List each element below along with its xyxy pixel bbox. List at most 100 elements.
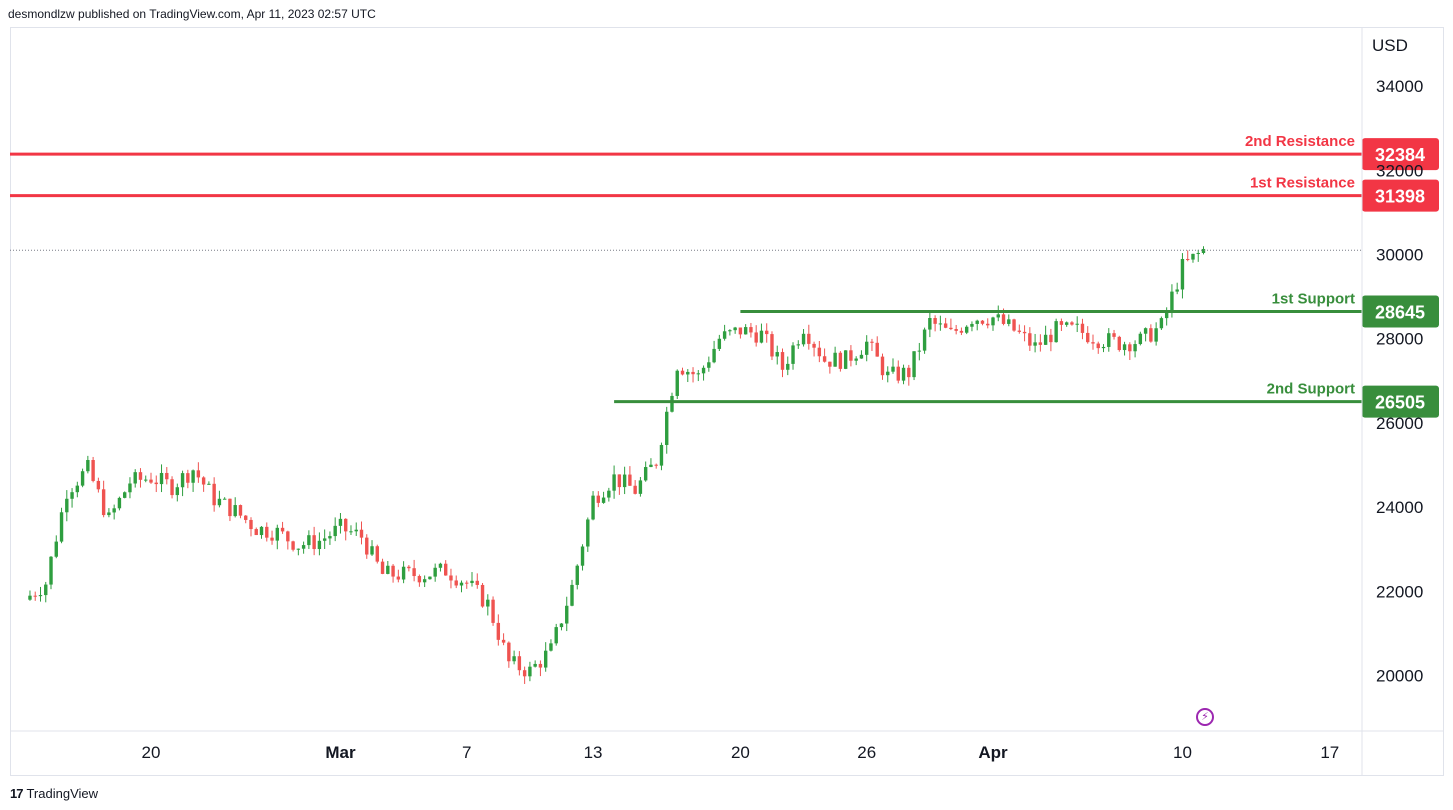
candle-body [1059,321,1064,325]
candle-body [1107,333,1111,347]
candle-body [328,536,332,539]
candle-body [433,567,437,577]
candle-body [207,483,211,485]
x-tick-label: 26 [857,743,876,762]
candle-body [107,512,111,516]
candle-body [28,595,32,600]
candle-body [680,370,685,375]
candle-body [1164,311,1169,319]
candle-body [865,341,869,355]
candle-body [417,576,422,583]
level-price-badge [1362,179,1439,212]
candle-body [275,527,279,541]
candle-body [959,330,964,333]
candle-body [596,495,601,503]
candle-body [754,332,758,343]
candle-body [796,344,800,346]
candle-body [559,623,564,628]
candle-body [607,490,611,498]
candle-body [449,575,453,581]
candle-body [233,505,237,517]
candle-body [696,373,700,375]
footer-brand: TradingView [26,786,99,801]
candle-body [1186,258,1190,260]
candle-body [528,666,532,677]
candle-body [259,526,264,536]
candle-body [843,350,848,369]
candle-body [212,483,216,506]
candle-body [391,565,395,577]
candle-body [875,342,879,357]
candles-layer [28,246,1206,684]
candle-body [980,320,985,324]
candle-body [975,320,979,324]
candle-body [428,576,432,580]
candle-body [891,366,895,372]
candle-body [33,595,37,597]
candle-body [122,492,127,498]
candle-body [1043,334,1048,345]
candle-body [1201,248,1206,253]
candle-body [265,526,269,538]
level-price-label: 31398 [1375,187,1425,207]
candle-body [1196,252,1200,254]
candle-body [565,605,569,624]
candle-body [280,527,285,532]
candle-body [401,566,406,580]
candle-body [507,642,511,662]
candle-body [312,535,316,550]
candle-body [1049,334,1053,343]
candle-body [1138,333,1143,345]
level-name-label: 1st Resistance [1250,175,1355,192]
candle-body [701,367,706,374]
candle-body [791,345,795,364]
candle-body [570,584,574,606]
candle-body [817,347,822,357]
candle-body [628,474,632,486]
candle-body [917,350,922,352]
x-tick-label: Apr [978,743,1008,762]
candle-body [1117,336,1121,351]
candle-body [196,470,201,478]
x-tick-label: 10 [1173,743,1192,762]
candle-body [349,531,353,533]
x-tick-label: 20 [731,743,750,762]
candle-body [654,464,658,466]
candle-body [543,650,548,668]
candle-body [465,582,469,584]
candle-body [370,546,374,555]
x-tick-label: 7 [462,743,471,762]
candle-body [454,580,458,586]
candle-body [522,670,527,677]
candle-body [1112,333,1116,337]
candle-body [270,537,274,541]
chart-frame [10,27,1444,776]
candle-body [675,370,679,396]
currency-label: USD [1372,36,1408,55]
y-tick-label: 30000 [1376,246,1423,265]
candle-body [928,318,932,330]
candle-body [728,330,732,332]
level-price-label: 32384 [1375,145,1425,165]
candle-body [338,518,343,526]
candle-body [438,563,443,568]
candle-body [554,627,558,644]
candle-body [670,395,674,412]
candle-body [786,363,790,370]
candle-body [880,356,885,376]
candle-body [859,354,864,359]
candle-body [1001,314,1006,324]
candle-body [375,546,379,562]
lightning-replay-icon[interactable]: ⚡ [1196,708,1214,726]
candle-body [738,327,743,335]
candle-body [49,556,53,585]
x-tick-label: Mar [325,743,356,762]
candle-body [964,326,969,333]
candle-body [291,541,295,550]
candle-body [217,498,222,506]
candle-body [512,656,516,662]
candle-body [991,317,995,326]
level-name-label: 2nd Support [1267,381,1355,398]
candle-body [317,540,322,550]
